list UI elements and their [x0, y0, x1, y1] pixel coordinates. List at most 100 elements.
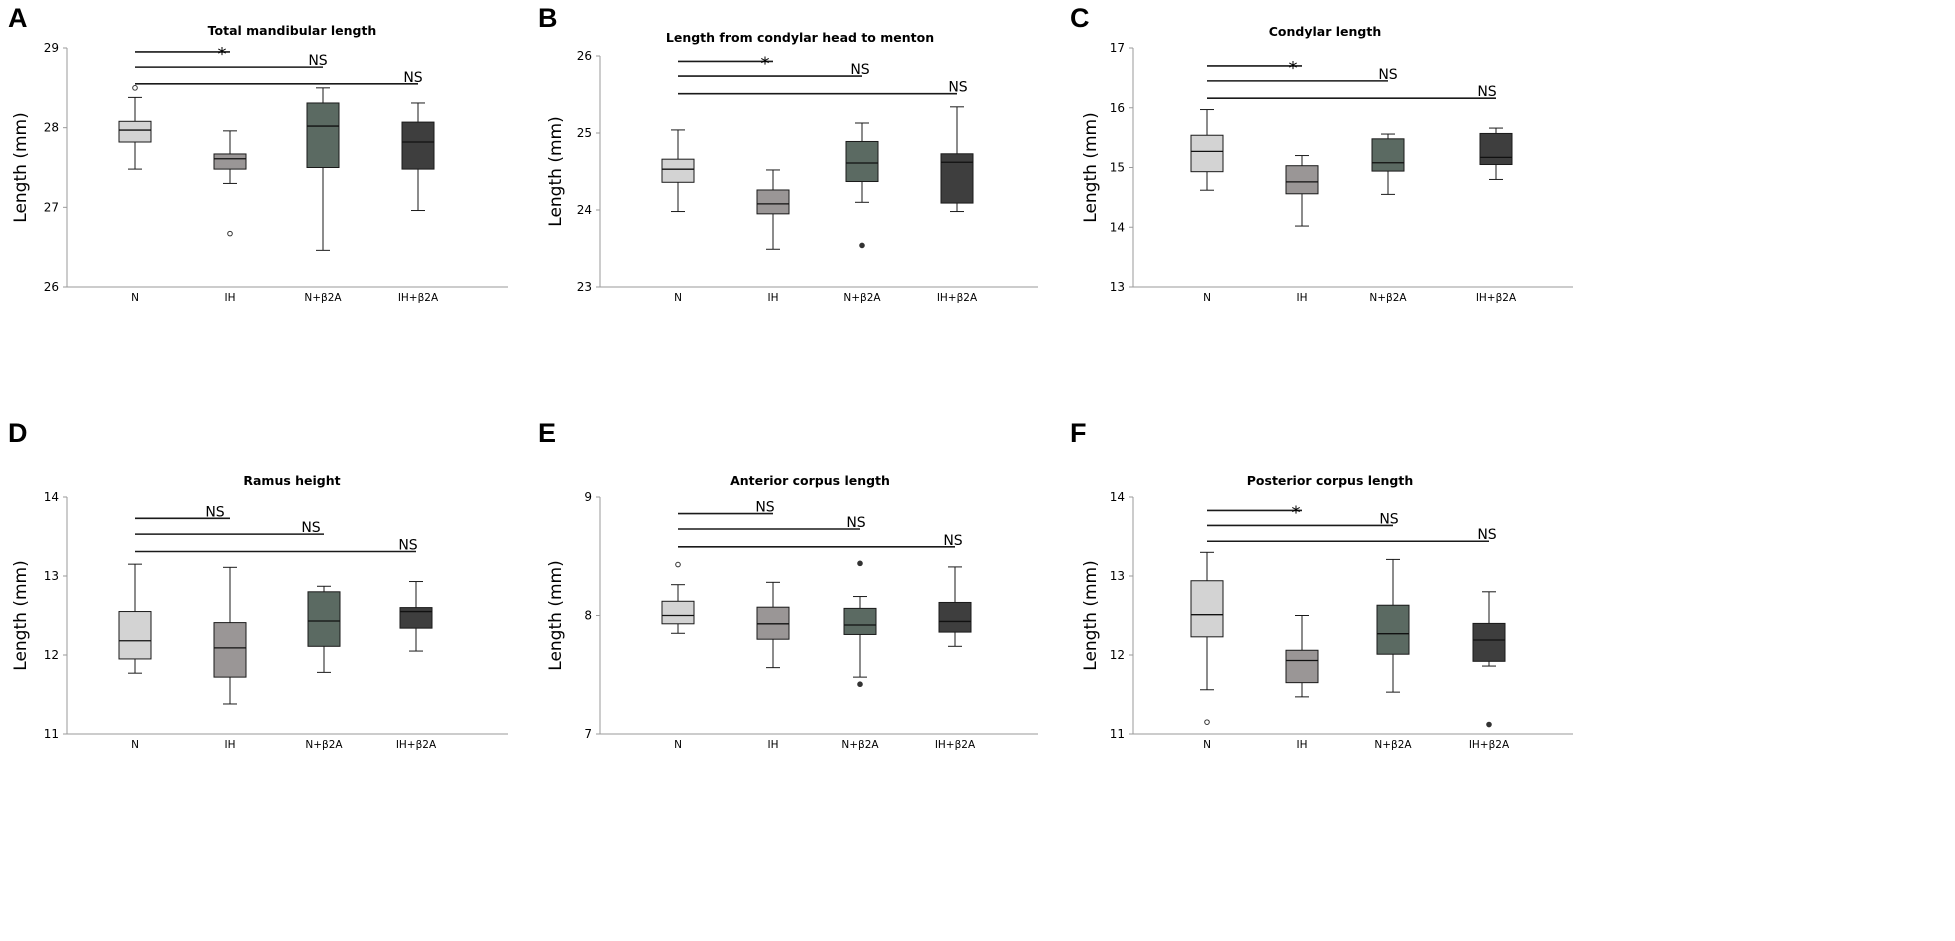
- box-1: [756, 581, 790, 669]
- y-axis-label: Length (mm): [546, 116, 566, 226]
- box-iqr: [399, 607, 433, 629]
- box-0: [1190, 551, 1224, 725]
- panel-letter: E: [538, 418, 556, 448]
- box-1: [1285, 155, 1319, 227]
- y-tick-label: 7: [584, 727, 592, 741]
- x-tick-label: N: [1203, 292, 1211, 304]
- chart-panel-a: A Total mandibular length Length (mm) 26 27 2…: [8, 3, 508, 304]
- significance-label: NS: [755, 500, 774, 516]
- chart-panel-b: B Length from condylar head to menton Leng…: [538, 3, 1038, 304]
- box-3: [401, 102, 435, 212]
- significance-label: NS: [943, 533, 962, 549]
- y-axis-label: Length (mm): [1081, 560, 1101, 670]
- significance-label: NS: [398, 538, 417, 554]
- x-tick-label: IH+β2A: [935, 739, 976, 751]
- y-tick-label: 9: [584, 490, 592, 504]
- x-tick-label: IH: [225, 292, 236, 304]
- y-tick-label: 17: [1110, 41, 1125, 55]
- y-tick-label: 16: [1110, 101, 1125, 115]
- box-iqr: [938, 601, 972, 633]
- significance-label: NS: [846, 515, 865, 531]
- significance-label: *: [1289, 58, 1298, 79]
- x-tick-label: N+β2A: [1369, 292, 1407, 304]
- box-iqr: [940, 153, 974, 204]
- significance-label: NS: [948, 80, 967, 96]
- chart-title: Length from condylar head to menton: [666, 30, 934, 45]
- y-tick-label: 26: [44, 280, 59, 294]
- box-iqr: [306, 102, 340, 168]
- y-tick-label: 14: [44, 490, 59, 504]
- y-tick-label: 27: [44, 200, 59, 214]
- x-tick-label: N+β2A: [305, 739, 343, 751]
- y-tick-label: 13: [1110, 569, 1125, 583]
- box-0: [1190, 109, 1224, 191]
- y-tick-label: 26: [577, 49, 592, 63]
- panel-letter: D: [8, 418, 28, 448]
- box-0: [118, 563, 152, 674]
- significance-label: NS: [1379, 511, 1398, 527]
- box-0: [661, 561, 695, 634]
- box-iqr: [1371, 138, 1405, 172]
- x-tick-label: N+β2A: [304, 292, 342, 304]
- box-iqr: [843, 607, 877, 635]
- y-tick-label: 14: [1110, 490, 1125, 504]
- box-iqr: [661, 158, 695, 183]
- x-tick-label: IH+β2A: [398, 292, 439, 304]
- box-0: [118, 85, 152, 170]
- panel-letter: B: [538, 3, 558, 33]
- y-axis-label: Length (mm): [546, 560, 566, 670]
- y-tick-label: 13: [1110, 280, 1125, 294]
- box-2: [1371, 133, 1405, 195]
- box-iqr: [118, 611, 152, 660]
- box-iqr: [307, 591, 341, 647]
- x-tick-label: IH: [1297, 739, 1308, 751]
- box-1: [213, 566, 247, 705]
- outlier-point: [857, 560, 863, 567]
- y-tick-label: 23: [577, 280, 592, 294]
- chart-title: Ramus height: [243, 473, 340, 488]
- outlier-point: [675, 561, 681, 568]
- box-2: [306, 87, 340, 251]
- box-2: [307, 585, 341, 673]
- box-3: [940, 106, 974, 213]
- box-iqr: [1376, 604, 1410, 655]
- y-axis-label: Length (mm): [1081, 112, 1101, 222]
- y-axis-label: Length (mm): [11, 112, 31, 222]
- chart-panel-f: F Posterior corpus length Length (mm) 11 12 1…: [1070, 418, 1573, 751]
- significance-label: NS: [308, 53, 327, 69]
- box-1: [756, 169, 790, 250]
- y-axis-label: Length (mm): [11, 560, 31, 670]
- box-iqr: [118, 120, 152, 143]
- box-0: [661, 129, 695, 213]
- x-tick-label: N+β2A: [843, 292, 881, 304]
- y-tick-label: 13: [44, 569, 59, 583]
- box-1: [213, 130, 247, 237]
- box-3: [938, 566, 972, 647]
- x-tick-label: IH+β2A: [937, 292, 978, 304]
- significance-label: NS: [850, 62, 869, 78]
- panel-letter: A: [8, 3, 28, 33]
- box-3: [399, 581, 433, 652]
- chart-title: Condylar length: [1269, 24, 1381, 39]
- outlier-point: [859, 242, 865, 249]
- y-tick-label: 25: [577, 126, 592, 140]
- outlier-point: [1204, 719, 1210, 725]
- box-iqr: [1285, 165, 1319, 195]
- y-tick-label: 12: [1110, 648, 1125, 662]
- significance-label: NS: [205, 504, 224, 520]
- y-tick-label: 11: [1110, 727, 1125, 741]
- x-tick-label: IH: [768, 292, 779, 304]
- box-iqr: [1285, 649, 1319, 684]
- outlier-point: [857, 681, 863, 688]
- outlier-point: [227, 230, 233, 237]
- x-tick-label: IH: [768, 739, 779, 751]
- box-iqr: [845, 140, 879, 183]
- chart-title: Posterior corpus length: [1247, 473, 1413, 488]
- y-tick-label: 12: [44, 648, 59, 662]
- box-iqr: [1190, 580, 1224, 638]
- significance-label: NS: [403, 70, 422, 86]
- box-3: [1472, 591, 1506, 728]
- box-iqr: [661, 600, 695, 625]
- panel-letter: C: [1070, 3, 1090, 33]
